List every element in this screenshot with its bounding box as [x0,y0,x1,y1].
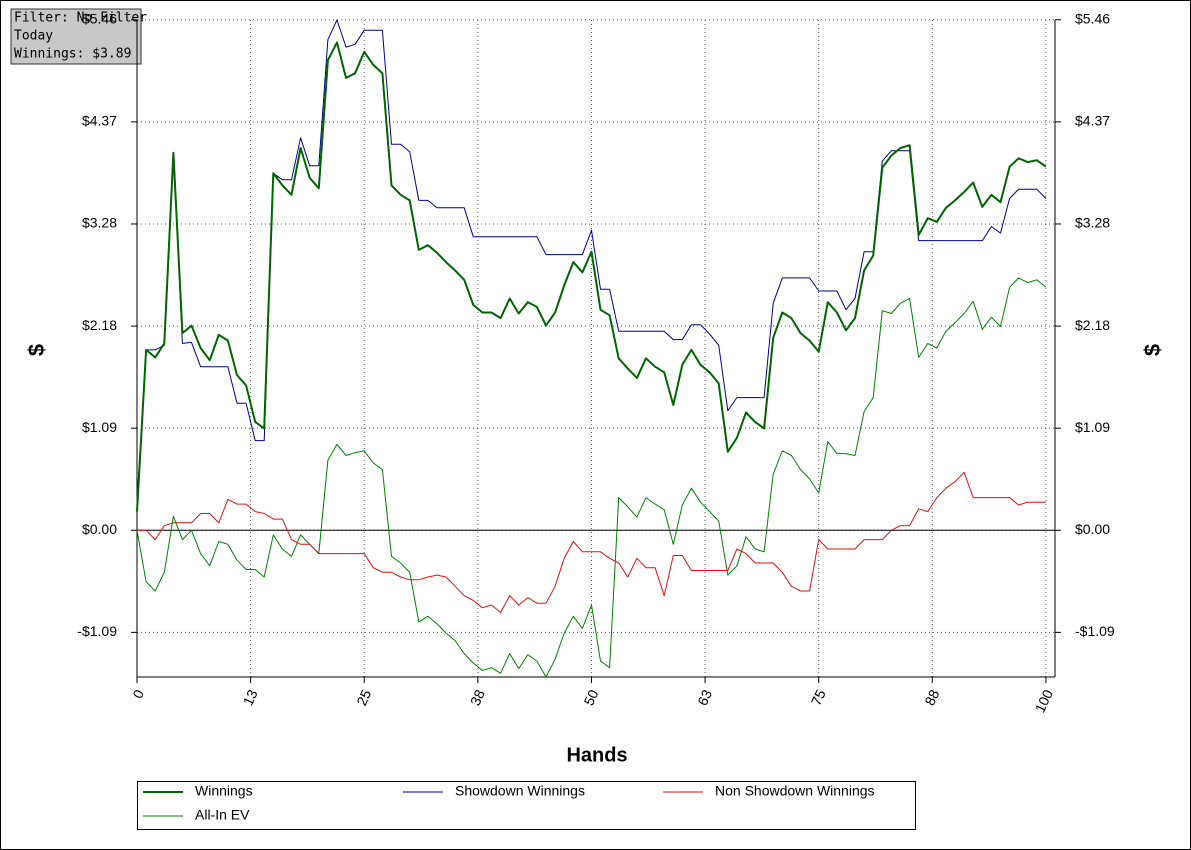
y-tick-label: $5.46 [82,10,117,26]
x-tick-label: 25 [353,687,374,708]
y2-tick-label: $1.09 [1075,419,1110,435]
x-tick-label: 88 [921,687,942,708]
series-line [136,19,1047,503]
filter-box-bg [10,8,142,65]
legend-label: Non Showdown Winnings [715,783,875,799]
x-tick-label: 75 [808,687,829,708]
y-tick-label: $0.00 [82,521,117,537]
legend-label: Winnings [195,783,253,799]
x-tick-label: 50 [580,687,601,708]
x-axis-label: Hands [566,744,627,766]
y-tick-label: -$1.09 [77,623,117,639]
legend-label: Showdown Winnings [455,783,585,799]
y2-tick-label: -$1.09 [1075,623,1115,639]
y-axis-label: $ [24,344,49,356]
x-tick-label: 63 [694,687,715,708]
y2-tick-label: $0.00 [1075,521,1110,537]
x-tick-label: 38 [467,687,488,708]
series-line [136,41,1047,512]
y-tick-label: $3.28 [82,215,117,231]
filter-text: Winnings: $3.89 [14,47,131,62]
filter-text: Today [14,29,53,44]
legend-label: All-In EV [195,807,250,823]
x-tick-label: 13 [240,687,261,708]
filter-text: Filter: No Filter [14,11,147,26]
y2-tick-label: $3.28 [1075,215,1110,231]
y2-tick-label: $2.18 [1075,317,1110,333]
series-line [136,277,1047,678]
y-tick-label: $2.18 [82,317,117,333]
y2-tick-label: $5.46 [1075,10,1110,26]
series-line [137,471,1046,613]
y-tick-label: $1.09 [82,419,117,435]
y2-axis-label: $ [1140,344,1165,356]
filter-box: Filter: No Filter Today Winnings: $3.89 [10,8,147,65]
y-tick-label: $4.37 [82,113,117,129]
legend [137,781,916,830]
y2-tick-label: $4.37 [1075,113,1110,129]
